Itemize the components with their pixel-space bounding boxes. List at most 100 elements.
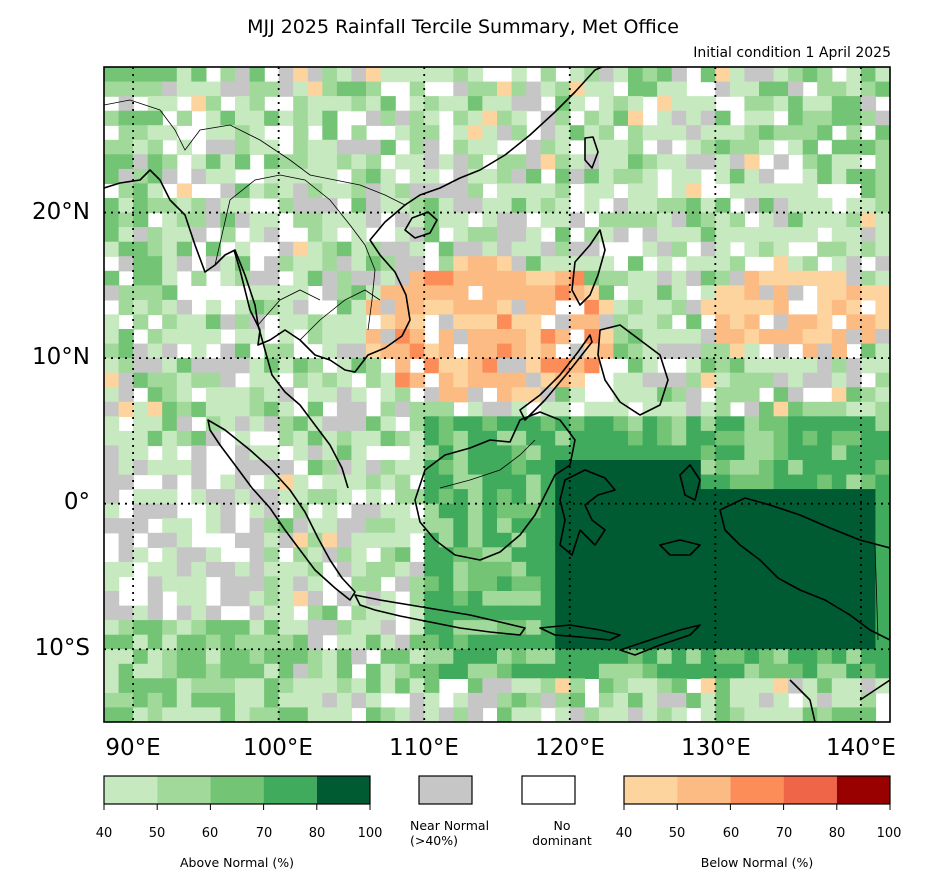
grid-cell: [264, 547, 280, 563]
grid-cell: [540, 358, 556, 374]
grid-cell: [628, 503, 644, 519]
grid-cell: [802, 358, 818, 374]
grid-cell: [380, 198, 396, 214]
grid-cell: [438, 67, 454, 83]
grid-cell: [729, 503, 746, 519]
grid-cell: [205, 125, 222, 141]
grid-cell: [104, 81, 120, 97]
grid-cell: [366, 707, 382, 722]
grid-cell: [613, 139, 629, 155]
grid-cell: [293, 692, 309, 709]
grid-cell: [628, 270, 644, 286]
grid-cell: [729, 212, 746, 228]
grid-cell: [657, 663, 673, 679]
grid-cell: [205, 329, 222, 345]
grid-cell: [860, 343, 877, 359]
grid-cell: [555, 489, 571, 505]
grid-cell: [875, 299, 890, 316]
grid-cell: [657, 125, 673, 141]
grid-cell: [205, 299, 222, 316]
grid-cell: [307, 460, 323, 476]
grid-cell: [628, 561, 644, 578]
grid-cell: [205, 96, 222, 112]
grid-cell: [700, 154, 716, 170]
grid-cell: [657, 460, 673, 476]
grid-cell: [293, 168, 309, 185]
grid-cell: [744, 649, 760, 665]
grid-cell: [322, 372, 338, 388]
grid-cell: [162, 96, 178, 112]
grid-cell: [467, 620, 484, 636]
grid-cell: [846, 256, 862, 272]
grid-cell: [249, 401, 265, 417]
grid-cell: [424, 343, 440, 359]
grid-cell: [584, 241, 600, 257]
grid-cell: [482, 663, 498, 679]
grid-cell: [191, 358, 207, 374]
grid-cell: [162, 707, 178, 722]
grid-cell: [715, 256, 731, 272]
grid-cell: [176, 591, 192, 607]
grid-cell: [817, 692, 833, 709]
grid-cell: [526, 649, 542, 665]
grid-cell: [104, 460, 120, 476]
gridlines: [104, 67, 890, 722]
grid-cell: [773, 358, 789, 374]
grid-cell: [220, 110, 236, 126]
grid-cell: [133, 430, 149, 447]
grid-cell: [336, 634, 353, 650]
grid-cell: [788, 532, 804, 548]
grid-cell: [598, 314, 615, 330]
grid-cell: [162, 227, 178, 243]
grid-cell: [205, 707, 222, 722]
grid-cell: [817, 110, 833, 126]
grid-cell: [351, 329, 367, 345]
grid-cell: [438, 329, 454, 345]
grid-cell: [409, 285, 425, 301]
grid-cell: [482, 460, 498, 476]
grid-cell: [104, 387, 120, 403]
grid-cell: [351, 649, 367, 665]
grid-cell: [846, 198, 862, 214]
grid-cell: [409, 299, 425, 316]
grid-cell: [628, 212, 644, 228]
grid-cell: [788, 110, 804, 126]
grid-cell: [569, 241, 585, 257]
grid-cell: [395, 707, 411, 722]
grid-cell: [700, 227, 716, 243]
grid-cell: [598, 329, 615, 345]
grid-cell: [759, 430, 775, 447]
grid-cell: [526, 96, 542, 112]
grid-cell: [584, 256, 600, 272]
grid-cell: [467, 707, 484, 722]
grid-cell: [307, 707, 323, 722]
grid-cell: [133, 707, 149, 722]
grid-cell: [613, 168, 629, 185]
grid-cell: [453, 299, 469, 316]
grid-cell: [497, 314, 513, 330]
grid-cell: [584, 489, 600, 505]
grid-cell: [700, 212, 716, 228]
grid-cell: [409, 707, 425, 722]
grid-cell: [453, 67, 469, 83]
grid-cell: [875, 154, 890, 170]
grid-cell: [700, 663, 716, 679]
grid-cell: [307, 649, 323, 665]
grid-cell: [642, 314, 658, 330]
grid-cell: [162, 445, 178, 461]
grid-cell: [598, 547, 615, 563]
grid-cell: [671, 663, 687, 679]
grid-cell: [555, 212, 571, 228]
grid-cell: [467, 314, 484, 330]
grid-cell: [729, 649, 746, 665]
grid-cell: [657, 314, 673, 330]
grid-cell: [817, 707, 833, 722]
grid-cell: [322, 198, 338, 214]
grid-cell: [744, 139, 760, 155]
grid-cell: [395, 649, 411, 665]
grid-cell: [424, 168, 440, 185]
grid-cell: [162, 256, 178, 272]
grid-cell: [584, 401, 600, 417]
grid-cell: [118, 67, 134, 83]
near-normal-swatch: [418, 775, 473, 805]
